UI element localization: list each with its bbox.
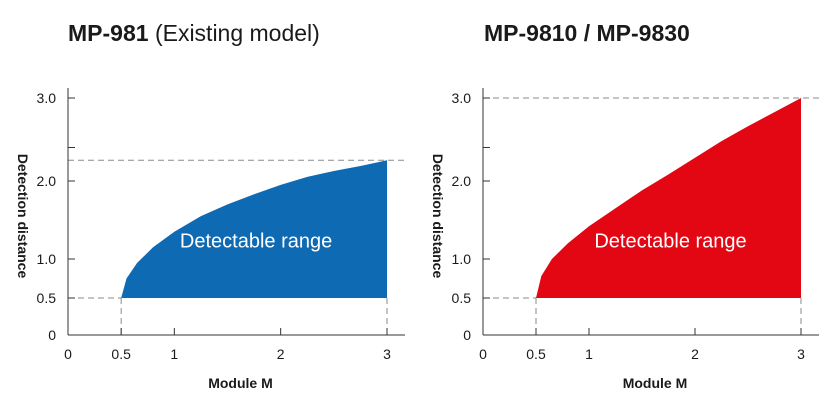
chart-panel-left: 0 0.5 1 2 3 0 0.5 1.0 2.0 3.0 Module M Detection di… (15, 88, 405, 391)
x-tick-label: 2 (277, 346, 285, 362)
chart-title-model: MP-981 (68, 20, 149, 46)
y-tick-label: 3.0 (452, 90, 472, 106)
x-tick-label: 0 (64, 346, 72, 362)
detectable-range-area (536, 98, 801, 298)
detectable-range-label: Detectable range (594, 230, 746, 252)
x-tick-label: 0.5 (111, 346, 131, 362)
y-tick-label: 0.5 (37, 290, 57, 306)
x-axis-title: Module M (623, 375, 688, 391)
y-axis-title: Detection distance (430, 154, 446, 279)
y-tick-label: 0 (48, 327, 56, 343)
chart-title-right: MP-9810 / MP-9830 (484, 20, 690, 47)
x-tick-label: 3 (797, 346, 805, 362)
y-tick-label: 2.0 (452, 173, 472, 189)
y-tick-label: 2.0 (37, 173, 57, 189)
y-tick-label: 3.0 (37, 90, 57, 106)
x-tick-label: 2 (691, 346, 699, 362)
x-axis-title: Module M (208, 375, 273, 391)
y-tick-label: 1.0 (452, 251, 472, 267)
detectable-range-label: Detectable range (180, 230, 332, 252)
y-tick-label: 0 (463, 327, 471, 343)
chart-subtitle: (Existing model) (154, 20, 320, 46)
y-tick-label: 0.5 (452, 290, 472, 306)
detectable-range-area (121, 160, 388, 298)
y-axis-title: Detection distance (15, 154, 31, 279)
x-tick-label: 3 (383, 346, 391, 362)
x-tick-label: 1 (585, 346, 593, 362)
x-tick-label: 0 (479, 346, 487, 362)
x-tick-label: 0.5 (526, 346, 546, 362)
y-tick-label: 1.0 (37, 251, 57, 267)
chart-panel-right: 0 0.5 1 2 3 0 0.5 1.0 2.0 3.0 Module M Detection di… (430, 88, 819, 391)
x-tick-label: 1 (170, 346, 178, 362)
chart-title-model: MP-9810 / MP-9830 (484, 20, 690, 46)
chart-title-left: MP-981 (Existing model) (68, 20, 320, 47)
